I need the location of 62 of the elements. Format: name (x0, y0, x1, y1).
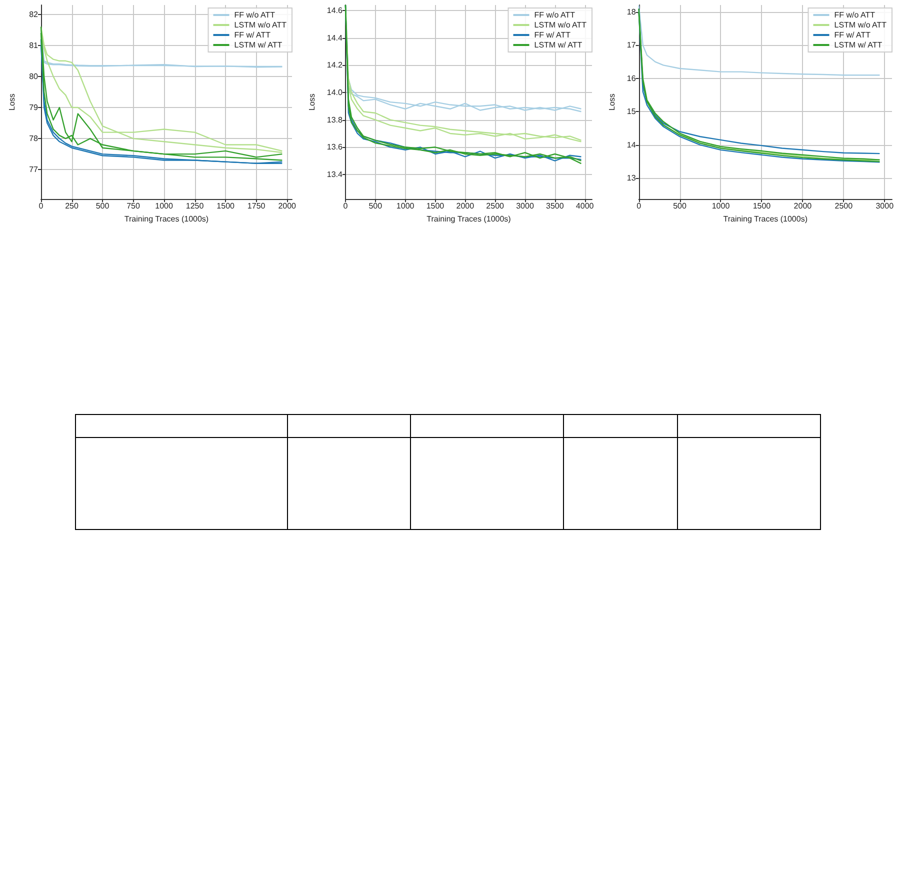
x-tick-label: 1500 (216, 202, 236, 211)
y-tick-label: 17 (626, 40, 636, 50)
x-tick-label: 2500 (486, 202, 505, 211)
y-tick-label: 13.8 (326, 115, 344, 124)
y-tick-label: 81 (29, 40, 39, 50)
x-tick-label: 4000 (576, 202, 594, 211)
x-tick-label: 250 (65, 202, 79, 211)
x-tick-label: 0 (38, 202, 44, 211)
y-axis-title: Loss (8, 94, 16, 111)
x-axis-title: Training Traces (1000s) (124, 214, 209, 224)
legend-label: LSTM w/ ATT (234, 40, 282, 50)
x-tick-label: 750 (126, 202, 140, 211)
y-tick-label: 14.4 (326, 33, 344, 42)
x-axis-title: Training Traces (1000s) (426, 214, 512, 224)
y-tick-label: 77 (29, 165, 39, 174)
legend-label: FF w/ ATT (534, 30, 571, 40)
legend-label: FF w/o ATT (834, 10, 876, 20)
legend-label: LSTM w/o ATT (534, 20, 587, 30)
x-tick-label: 1000 (396, 202, 415, 211)
legend-label: FF w/o ATT (234, 10, 276, 20)
x-tick-label: 500 (96, 202, 110, 211)
x-tick-label: 1500 (752, 202, 772, 211)
y-tick-label: 14.2 (326, 60, 344, 70)
x-tick-label: 3000 (516, 202, 534, 211)
legend-label: LSTM w/o ATT (234, 20, 287, 30)
x-tick-label: 2000 (456, 202, 475, 211)
y-tick-label: 13.4 (326, 170, 344, 179)
x-tick-label: 2000 (794, 202, 812, 211)
legend-label: LSTM w/ ATT (534, 40, 582, 50)
legend-label: FF w/o ATT (534, 10, 576, 20)
x-tick-label: 1250 (186, 202, 204, 211)
y-tick-label: 14 (626, 140, 636, 150)
x-tick-label: 0 (636, 202, 642, 211)
x-tick-label: 1500 (426, 202, 445, 211)
y-tick-label: 78 (29, 134, 39, 144)
x-tick-label: 3000 (876, 202, 894, 211)
x-tick-label: 500 (368, 202, 383, 211)
x-tick-label: 3500 (546, 202, 564, 211)
x-tick-label: 1000 (155, 202, 174, 211)
y-tick-label: 13.6 (326, 142, 344, 152)
legend-label: LSTM w/o ATT (834, 20, 887, 30)
x-tick-label: 1750 (247, 202, 266, 211)
x-tick-label: 2500 (834, 202, 854, 211)
y-tick-label: 13 (626, 174, 636, 183)
x-axis-title: Training Traces (1000s) (723, 214, 808, 224)
x-tick-label: 1000 (712, 202, 730, 211)
y-tick-label: 18 (626, 7, 636, 16)
y-tick-label: 16 (626, 74, 636, 83)
legend-label: FF w/ ATT (834, 30, 871, 40)
x-tick-label: 500 (673, 202, 687, 211)
y-axis-title: Loss (608, 94, 616, 111)
y-tick-label: 15 (626, 107, 636, 116)
x-tick-label: 2000 (278, 202, 297, 211)
y-tick-label: 82 (29, 10, 39, 19)
y-tick-label: 80 (29, 72, 39, 81)
x-tick-label: 0 (343, 202, 348, 211)
y-tick-label: 14.0 (326, 88, 344, 97)
legend-label: LSTM w/ ATT (834, 40, 882, 50)
y-tick-label: 79 (29, 102, 39, 112)
y-tick-label: 14.6 (326, 6, 344, 15)
y-axis-title: Loss (308, 94, 316, 111)
legend-label: FF w/ ATT (234, 30, 271, 40)
